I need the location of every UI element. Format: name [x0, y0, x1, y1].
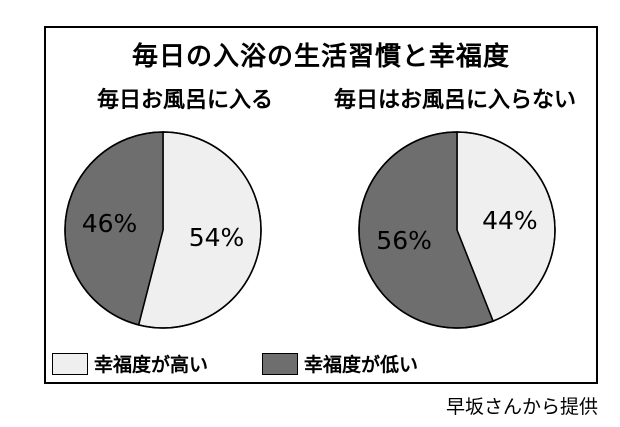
chart-frame: 毎日の入浴の生活習慣と幸福度 毎日お風呂に入る 毎日はお風呂に入らない 54% 4…	[44, 26, 598, 384]
pie-title-not-daily: 毎日はお風呂に入らない	[333, 88, 576, 113]
pie-charts: 54% 46% 44% 56%	[64, 131, 556, 329]
legend-swatch-low	[262, 352, 298, 375]
legend-item-high: 幸福度が高い	[52, 350, 208, 377]
legend-label-low: 幸福度が低い	[304, 354, 419, 376]
legend-item-low: 幸福度が低い	[262, 350, 418, 377]
credit-text: 早坂さんから提供	[445, 396, 598, 418]
pie-label-not-daily-low: 56%	[376, 226, 432, 255]
pie-label-not-daily-high: 44%	[482, 206, 538, 235]
pie-outline-not-daily	[358, 131, 556, 329]
legend-swatch-high	[52, 352, 88, 375]
pie-label-daily-high: 54%	[189, 223, 245, 252]
legend-label-high: 幸福度が高い	[94, 354, 209, 376]
chart-title: 毎日の入浴の生活習慣と幸福度	[131, 42, 510, 72]
pie-label-daily-low: 46%	[82, 209, 138, 238]
pie-title-daily: 毎日お風呂に入る	[96, 88, 273, 113]
pie-outline-daily	[64, 131, 262, 329]
